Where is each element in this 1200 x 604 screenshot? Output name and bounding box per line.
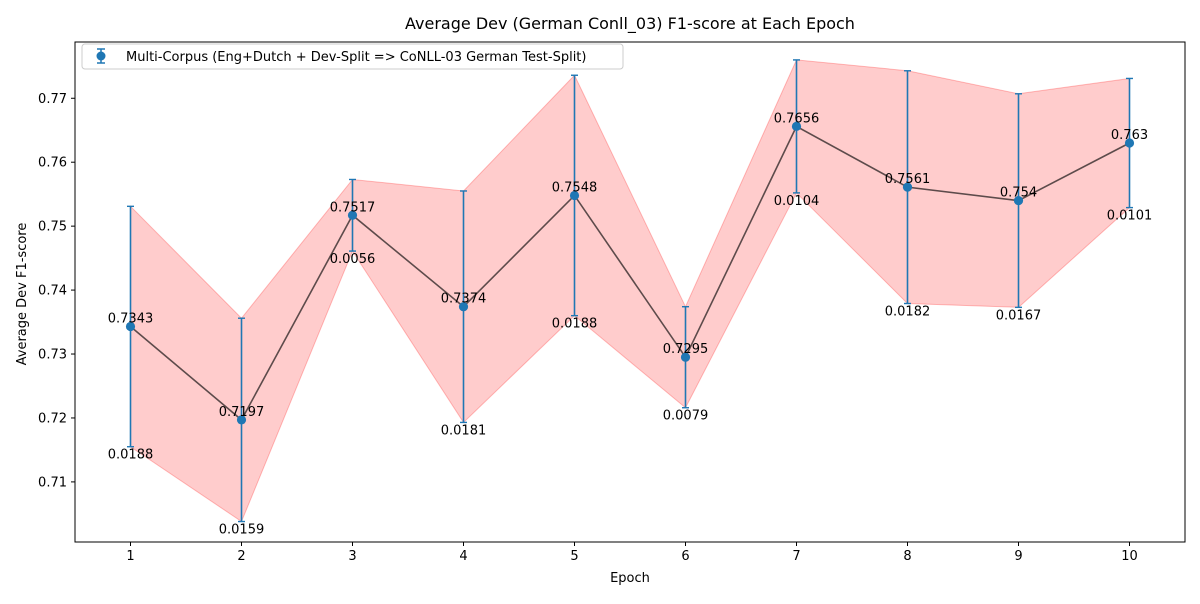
data-value-label: 0.754 — [1000, 186, 1037, 201]
data-point — [902, 182, 913, 192]
x-tick-label: 10 — [1121, 549, 1138, 564]
data-value-label: 0.7656 — [774, 111, 820, 126]
data-value-label: 0.7343 — [108, 312, 154, 327]
x-tick-label: 8 — [903, 549, 911, 564]
x-tick-label: 2 — [237, 549, 245, 564]
series-line-layer — [129, 125, 1130, 422]
chart-title: Average Dev (German Conll_03) F1-score a… — [405, 14, 855, 34]
data-error-label: 0.0101 — [1107, 209, 1153, 224]
data-value-label: 0.7295 — [663, 342, 709, 357]
legend-box — [81, 43, 624, 70]
data-point — [680, 352, 691, 362]
y-axis-label: Average Dev F1-score — [15, 223, 30, 366]
data-error-label: 0.0188 — [552, 317, 598, 332]
data-error-label: 0.0182 — [885, 305, 931, 320]
data-value-label: 0.763 — [1111, 128, 1148, 143]
data-point — [569, 190, 580, 201]
y-tick-label: 0.75 — [38, 220, 67, 235]
data-value-label: 0.7517 — [330, 200, 376, 215]
y-tick-label: 0.72 — [38, 411, 67, 426]
x-tick-label: 3 — [348, 549, 356, 564]
error-band-layer — [130, 59, 1130, 523]
data-error-label: 0.0181 — [441, 423, 487, 438]
data-label-layer: 0.7343 0.0188 0.7197 0.0159 0.7517 0.0056 0.73… — [108, 111, 1153, 537]
data-error-label: 0.0056 — [330, 252, 376, 267]
x-axis-label: Epoch — [610, 571, 650, 586]
data-point — [347, 210, 358, 220]
x-tick-label: 5 — [570, 549, 578, 564]
y-tick-label: 0.74 — [38, 284, 67, 299]
data-error-label: 0.0079 — [663, 409, 709, 424]
x-tick-label: 1 — [126, 549, 134, 564]
y-tick-label: 0.77 — [38, 92, 67, 107]
error-band — [130, 59, 1130, 523]
x-tick-label: 7 — [792, 549, 800, 564]
y-tick-label: 0.76 — [38, 156, 67, 171]
data-value-label: 0.7197 — [219, 405, 265, 420]
data-point-layer — [125, 121, 1135, 425]
data-error-label: 0.0159 — [219, 523, 265, 538]
legend-entry-label: Multi-Corpus (Eng+Dutch + Dev-Split => C… — [126, 50, 586, 65]
data-point — [1013, 195, 1024, 206]
data-point — [791, 121, 802, 131]
x-tick-label: 4 — [459, 549, 467, 564]
data-value-label: 0.7548 — [552, 180, 598, 195]
series-line — [129, 125, 1130, 422]
data-point — [458, 302, 469, 312]
data-point — [1124, 138, 1135, 148]
data-error-label: 0.0188 — [108, 448, 154, 463]
y-tick-label: 0.73 — [38, 348, 67, 363]
data-error-label: 0.0167 — [996, 308, 1042, 323]
plot-frame — [74, 41, 1186, 543]
axes: 1 2 3 4 5 6 7 8 9 10 0.71 0.72 0.73 0.74 0.75 0.76 0.77 — [38, 41, 1186, 564]
legend-point-marker — [96, 51, 106, 61]
data-value-label: 0.7561 — [885, 172, 931, 187]
y-tick-label: 0.71 — [38, 475, 67, 490]
data-point — [236, 415, 247, 425]
x-tick-label: 6 — [681, 549, 689, 564]
data-value-label: 0.7374 — [441, 292, 487, 307]
data-point — [125, 321, 136, 332]
x-tick-label: 9 — [1014, 549, 1022, 564]
data-error-label: 0.0104 — [774, 194, 820, 209]
legend: Multi-Corpus (Eng+Dutch + Dev-Split => C… — [81, 43, 624, 70]
